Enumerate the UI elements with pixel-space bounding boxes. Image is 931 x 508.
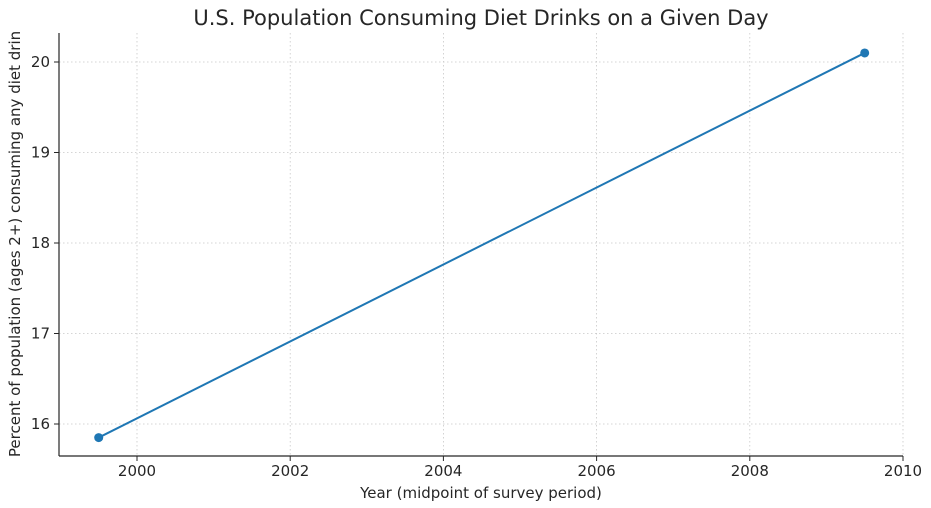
y-tick-label: 18 xyxy=(31,234,50,252)
x-tick-label: 2004 xyxy=(424,462,462,480)
x-axis-ticks: 2000 2002 2004 2006 2008 2010 xyxy=(118,456,922,480)
series-line xyxy=(98,52,866,439)
x-tick-label: 2006 xyxy=(578,462,616,480)
y-tick-label: 20 xyxy=(31,53,50,71)
y-tick-label: 19 xyxy=(31,144,50,162)
data-point xyxy=(94,433,104,443)
y-tick-label: 16 xyxy=(31,415,50,433)
x-tick-label: 2008 xyxy=(731,462,769,480)
x-axis-label: Year (midpoint of survey period) xyxy=(359,484,602,502)
data-point xyxy=(860,48,870,58)
chart-title: U.S. Population Consuming Diet Drinks on… xyxy=(193,6,768,30)
y-axis-ticks: 16 17 18 19 20 xyxy=(31,53,59,433)
y-axis-label: Percent of population (ages 2+) consumin… xyxy=(6,31,24,457)
gridlines xyxy=(59,33,904,456)
series-layer xyxy=(94,48,870,443)
y-tick-label: 17 xyxy=(31,325,50,343)
x-tick-label: 2000 xyxy=(118,462,156,480)
x-tick-label: 2010 xyxy=(884,462,922,480)
x-tick-label: 2002 xyxy=(271,462,309,480)
